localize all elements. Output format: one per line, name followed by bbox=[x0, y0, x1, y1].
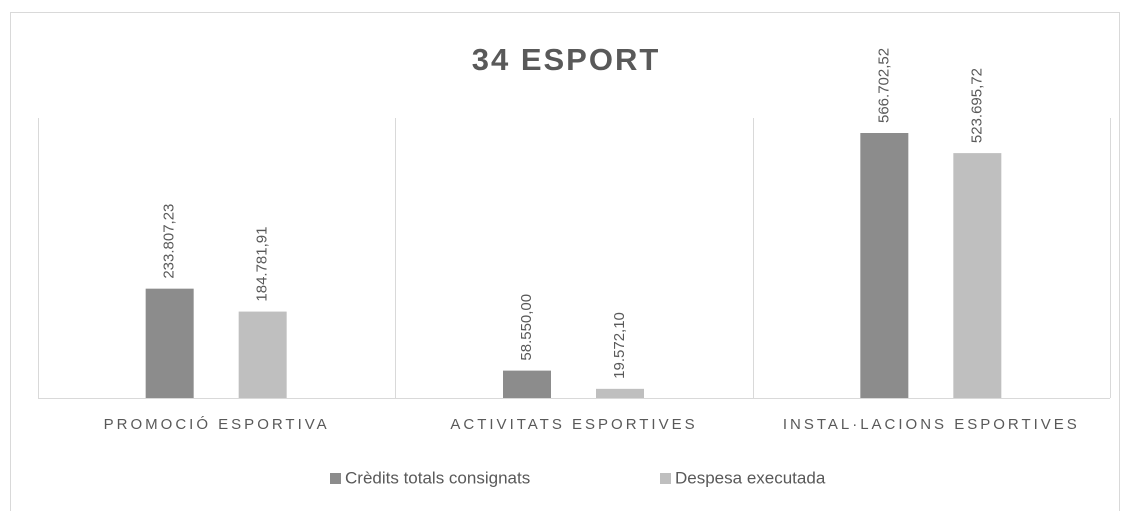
data-label: 184.781,91 bbox=[254, 227, 271, 302]
legend-label: Crèdits totals consignats bbox=[345, 468, 530, 487]
data-label: 19.572,10 bbox=[611, 312, 628, 379]
bar bbox=[238, 311, 287, 398]
data-label: 566.702,52 bbox=[875, 48, 892, 123]
legend-swatch bbox=[660, 473, 671, 484]
bar bbox=[596, 388, 644, 398]
data-label: 523.695,72 bbox=[968, 68, 985, 143]
data-label: 58.550,00 bbox=[518, 294, 535, 361]
bar bbox=[860, 133, 909, 398]
x-tick-label: ACTIVITATS ESPORTIVES bbox=[450, 416, 697, 433]
x-tick-label: INSTAL·LACIONS ESPORTIVES bbox=[783, 416, 1080, 433]
legend-label: Despesa executada bbox=[675, 468, 826, 487]
data-label: 233.807,23 bbox=[161, 204, 178, 279]
bar bbox=[503, 370, 551, 398]
x-tick-label: PROMOCIÓ ESPORTIVA bbox=[104, 416, 330, 433]
bar bbox=[145, 288, 194, 398]
legend-swatch bbox=[330, 473, 341, 484]
bar bbox=[953, 153, 1002, 398]
chart-frame bbox=[10, 12, 1120, 511]
chart-title: 34 ESPORT bbox=[472, 42, 661, 77]
